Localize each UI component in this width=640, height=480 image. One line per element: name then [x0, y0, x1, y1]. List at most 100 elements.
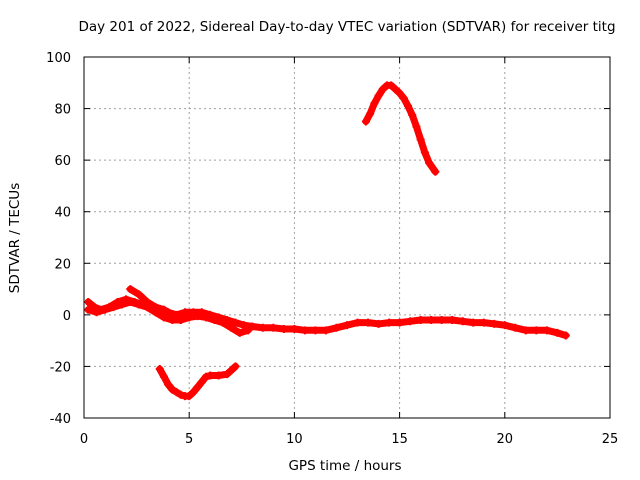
- data-point: [159, 305, 168, 314]
- data-point: [109, 303, 118, 312]
- data-point: [143, 297, 152, 306]
- y-tick-label: 40: [54, 206, 71, 221]
- data-point: [511, 323, 520, 332]
- data-point: [425, 158, 434, 167]
- data-point: [231, 362, 240, 371]
- data-point: [290, 325, 299, 334]
- data-point: [202, 372, 211, 381]
- data-point: [84, 297, 93, 306]
- data-point: [126, 297, 135, 306]
- data-point: [437, 316, 446, 325]
- data-point: [126, 285, 135, 294]
- data-point: [172, 388, 181, 397]
- y-tick-label: -20: [50, 360, 71, 375]
- x-tick-label: 20: [497, 432, 514, 447]
- data-point: [521, 326, 530, 335]
- data-point: [490, 319, 499, 328]
- data-point: [406, 317, 415, 326]
- x-tick-label: 10: [286, 432, 303, 447]
- data-point: [101, 305, 110, 314]
- data-point: [416, 135, 425, 144]
- data-point: [321, 326, 330, 335]
- data-point: [239, 321, 248, 330]
- y-tick-label: 60: [54, 154, 71, 169]
- data-point: [370, 99, 379, 108]
- chart-title: Day 201 of 2022, Sidereal Day-to-day VTE…: [78, 19, 615, 35]
- data-point: [134, 300, 143, 309]
- data-point: [479, 318, 488, 327]
- data-point: [185, 313, 194, 322]
- data-point: [395, 318, 404, 327]
- data-point: [159, 313, 168, 322]
- data-point: [180, 308, 189, 317]
- data-point: [412, 122, 421, 131]
- data-point: [164, 380, 173, 389]
- data-point: [343, 321, 351, 330]
- data-point: [385, 318, 394, 327]
- data-point: [300, 326, 309, 335]
- plot-frame: [83, 56, 611, 419]
- data-point: [311, 326, 320, 335]
- x-tick-label: 5: [185, 432, 193, 447]
- data-point: [364, 318, 373, 327]
- x-tick-label: 0: [80, 432, 88, 447]
- data-point: [235, 328, 244, 337]
- data-point: [258, 323, 267, 332]
- data-point: [448, 316, 457, 325]
- data-point: [391, 85, 400, 94]
- data-point: [366, 109, 375, 118]
- y-tick-label: 100: [46, 51, 71, 66]
- x-axis-label: GPS time / hours: [288, 458, 401, 474]
- data-point: [532, 326, 541, 335]
- data-point: [399, 94, 408, 103]
- data-point: [159, 372, 168, 381]
- data-point: [378, 85, 387, 94]
- data-point: [561, 331, 570, 340]
- y-tick-label: 0: [63, 309, 71, 324]
- data-point: [231, 318, 240, 327]
- data-point: [387, 81, 396, 90]
- data-point: [408, 111, 417, 120]
- data-point: [168, 310, 177, 319]
- y-tick-label: 80: [54, 103, 71, 118]
- y-axis-label: SDTVAR / TECUs: [7, 183, 23, 293]
- data-point: [227, 323, 236, 332]
- data-point: [374, 319, 383, 328]
- data-point: [353, 318, 362, 327]
- data-point: [117, 300, 126, 309]
- data-point: [84, 305, 93, 314]
- data-point: [189, 388, 198, 397]
- data-point: [193, 312, 202, 321]
- data-point: [227, 366, 236, 375]
- data-point: [92, 308, 101, 317]
- data-point: [469, 318, 478, 327]
- data-point: [404, 101, 413, 110]
- data-point: [361, 117, 370, 126]
- data-point: [168, 385, 177, 394]
- data-point: [395, 89, 404, 98]
- data-point: [151, 303, 160, 312]
- data-point: [542, 326, 551, 335]
- data-point: [210, 316, 219, 325]
- data-point: [155, 365, 164, 374]
- data-point: [134, 290, 143, 299]
- data-point: [244, 326, 253, 335]
- data-point: [332, 323, 341, 332]
- data-point: [553, 328, 562, 337]
- data-point: [269, 323, 278, 332]
- data-point: [374, 91, 383, 100]
- data-point: [431, 167, 440, 176]
- data-point: [416, 316, 425, 325]
- data-point: [214, 371, 223, 380]
- data-point: [176, 390, 185, 399]
- data-point: [420, 148, 429, 157]
- data-point: [279, 325, 288, 334]
- data-point: [500, 321, 509, 330]
- data-point: [248, 322, 257, 331]
- data-point: [202, 313, 211, 322]
- y-tick-label: 20: [54, 257, 71, 272]
- x-tick-label: 15: [391, 432, 408, 447]
- data-point: [206, 371, 215, 380]
